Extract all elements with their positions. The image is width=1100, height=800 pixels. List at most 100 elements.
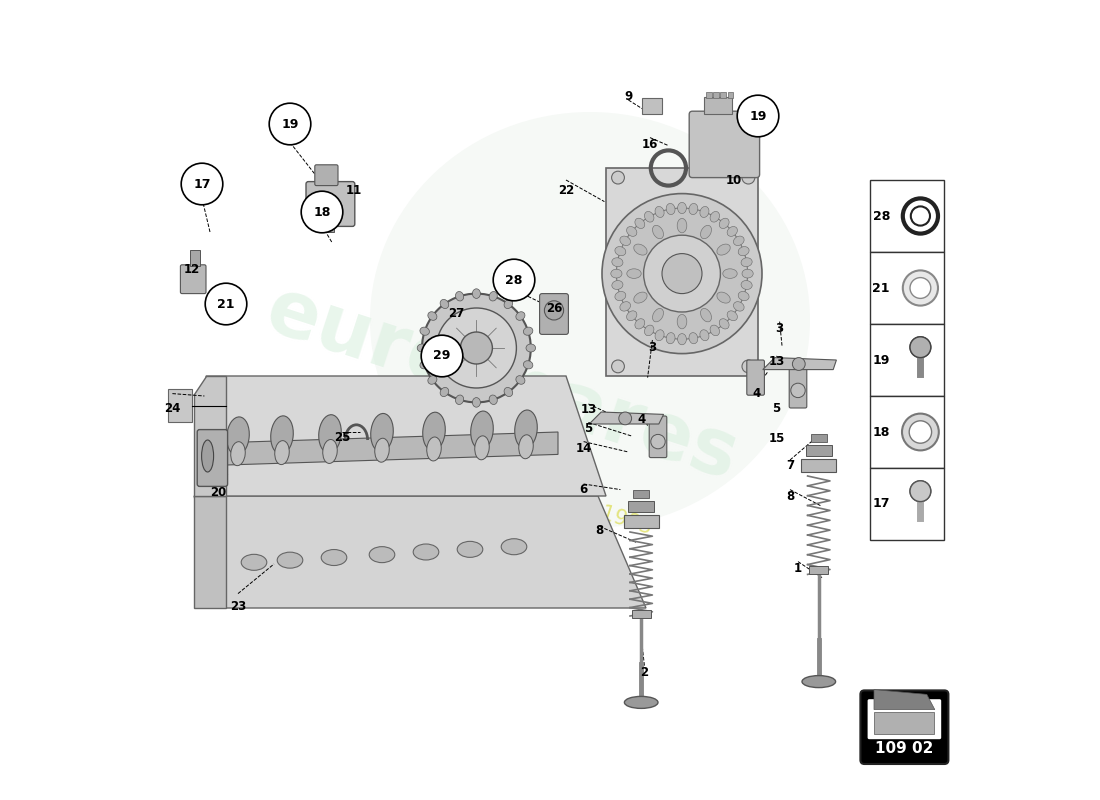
Text: 4: 4: [752, 387, 760, 400]
Text: 4: 4: [638, 413, 646, 426]
Text: 21: 21: [872, 282, 890, 294]
Ellipse shape: [802, 675, 836, 688]
Ellipse shape: [526, 344, 536, 352]
Ellipse shape: [701, 226, 712, 238]
Circle shape: [792, 358, 805, 370]
FancyBboxPatch shape: [860, 690, 948, 764]
Circle shape: [902, 414, 938, 450]
Bar: [870, 468, 945, 540]
Circle shape: [903, 270, 938, 306]
Polygon shape: [606, 168, 758, 376]
FancyBboxPatch shape: [540, 294, 569, 334]
Ellipse shape: [271, 416, 294, 454]
Polygon shape: [194, 376, 226, 496]
Text: 8: 8: [595, 524, 604, 537]
Ellipse shape: [645, 325, 653, 336]
Text: 19: 19: [749, 110, 767, 122]
Text: 19: 19: [872, 354, 890, 366]
Polygon shape: [194, 496, 646, 608]
Ellipse shape: [519, 434, 534, 458]
Ellipse shape: [689, 203, 697, 214]
Ellipse shape: [734, 302, 744, 311]
Ellipse shape: [678, 218, 686, 233]
Circle shape: [791, 383, 805, 398]
FancyBboxPatch shape: [197, 430, 228, 486]
Ellipse shape: [612, 258, 623, 266]
Ellipse shape: [615, 246, 626, 256]
Text: 16: 16: [641, 138, 658, 150]
Text: 25: 25: [333, 431, 350, 444]
Circle shape: [644, 235, 721, 312]
Circle shape: [461, 332, 493, 364]
FancyBboxPatch shape: [315, 165, 338, 186]
Bar: [811, 434, 827, 442]
Circle shape: [910, 337, 931, 358]
Bar: [870, 324, 945, 396]
Ellipse shape: [471, 411, 493, 450]
Ellipse shape: [620, 236, 630, 246]
FancyBboxPatch shape: [868, 699, 942, 739]
Ellipse shape: [275, 441, 289, 465]
Polygon shape: [762, 358, 836, 370]
Text: 1: 1: [794, 562, 802, 574]
Bar: [190, 250, 199, 266]
Ellipse shape: [738, 246, 749, 256]
Bar: [870, 180, 945, 252]
Circle shape: [493, 259, 535, 301]
Ellipse shape: [524, 327, 532, 335]
Polygon shape: [208, 432, 558, 466]
Ellipse shape: [455, 291, 464, 301]
Text: 11: 11: [345, 184, 362, 197]
Ellipse shape: [717, 244, 730, 255]
Ellipse shape: [652, 309, 663, 322]
Ellipse shape: [227, 417, 250, 455]
Text: 19: 19: [282, 118, 299, 130]
Ellipse shape: [504, 387, 513, 397]
Bar: [167, 389, 191, 422]
Ellipse shape: [440, 299, 449, 309]
Circle shape: [619, 412, 631, 425]
Ellipse shape: [700, 330, 710, 341]
Ellipse shape: [417, 344, 427, 352]
Ellipse shape: [231, 442, 245, 466]
Text: 7: 7: [785, 459, 794, 472]
Ellipse shape: [667, 333, 675, 344]
Ellipse shape: [723, 269, 737, 278]
Ellipse shape: [515, 410, 537, 448]
Circle shape: [301, 191, 343, 233]
Ellipse shape: [620, 302, 630, 311]
Ellipse shape: [717, 292, 730, 303]
Circle shape: [206, 283, 246, 325]
Ellipse shape: [652, 226, 663, 238]
Circle shape: [742, 171, 755, 184]
Circle shape: [602, 194, 762, 354]
Ellipse shape: [455, 395, 464, 405]
Circle shape: [270, 103, 311, 145]
Ellipse shape: [504, 299, 513, 309]
Ellipse shape: [738, 291, 749, 301]
Ellipse shape: [371, 414, 394, 452]
Circle shape: [616, 208, 748, 339]
Ellipse shape: [420, 361, 429, 369]
Ellipse shape: [420, 327, 429, 335]
Bar: [628, 501, 654, 512]
Ellipse shape: [711, 211, 719, 222]
Ellipse shape: [678, 314, 686, 329]
Text: 18: 18: [872, 426, 890, 438]
Bar: [704, 97, 732, 114]
FancyBboxPatch shape: [306, 182, 355, 226]
FancyBboxPatch shape: [649, 416, 667, 458]
Text: 13: 13: [768, 355, 784, 368]
Ellipse shape: [654, 330, 664, 341]
Bar: [874, 712, 934, 734]
Ellipse shape: [475, 436, 490, 460]
Circle shape: [910, 481, 931, 502]
Circle shape: [421, 335, 463, 377]
Ellipse shape: [689, 333, 697, 344]
Ellipse shape: [516, 312, 525, 320]
Polygon shape: [874, 690, 935, 710]
Ellipse shape: [490, 395, 497, 405]
Ellipse shape: [277, 552, 302, 568]
Text: 24: 24: [164, 402, 180, 414]
Ellipse shape: [472, 398, 481, 407]
